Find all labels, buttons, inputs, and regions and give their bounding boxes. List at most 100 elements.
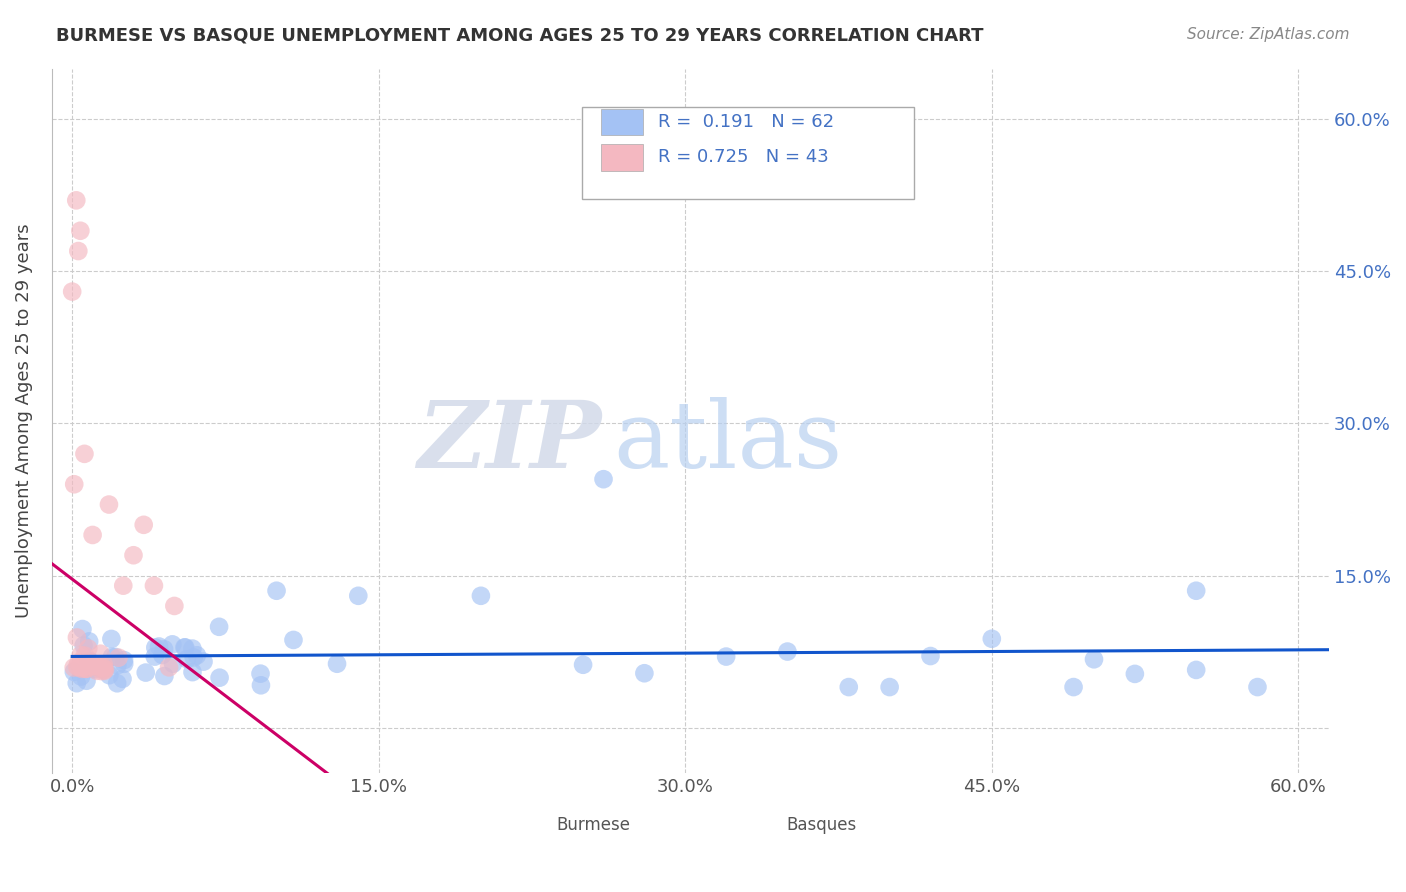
Point: [93, 661, 115, 675]
Point: [174, 640, 197, 655]
Point: [592, 472, 614, 486]
Point: [148, 640, 170, 654]
Point: [714, 649, 737, 664]
Point: [93, 657, 115, 672]
Point: [470, 589, 492, 603]
Point: [132, 517, 155, 532]
Point: [70, 669, 93, 683]
Text: R = 0.725   N = 43: R = 0.725 N = 43: [658, 148, 830, 166]
Point: [143, 649, 166, 664]
Point: [66, 676, 89, 690]
Point: [60, 285, 83, 299]
Point: [80, 659, 103, 673]
Point: [83, 662, 105, 676]
FancyBboxPatch shape: [512, 815, 544, 833]
FancyBboxPatch shape: [600, 144, 643, 170]
Point: [79, 654, 101, 668]
Point: [122, 548, 145, 562]
Point: [90, 664, 112, 678]
Point: [105, 658, 128, 673]
Point: [143, 640, 166, 655]
Point: [93, 664, 115, 678]
Point: [1083, 652, 1105, 666]
Point: [776, 644, 799, 658]
Point: [283, 632, 305, 647]
Point: [73, 648, 96, 663]
Point: [1185, 583, 1208, 598]
Point: [173, 640, 195, 655]
Point: [75, 662, 97, 676]
Point: [112, 657, 135, 671]
Point: [98, 668, 121, 682]
Point: [838, 680, 860, 694]
Point: [1063, 680, 1085, 694]
Point: [181, 665, 204, 680]
FancyBboxPatch shape: [582, 107, 914, 199]
Point: [1246, 680, 1268, 694]
Point: [89, 659, 111, 673]
Point: [1123, 666, 1146, 681]
Point: [153, 642, 176, 657]
Point: [250, 678, 273, 692]
Point: [157, 660, 180, 674]
Point: [879, 680, 901, 694]
Point: [75, 662, 97, 676]
Point: [104, 649, 127, 664]
Point: [90, 662, 112, 676]
Point: [94, 663, 117, 677]
Point: [67, 244, 90, 258]
Point: [153, 669, 176, 683]
Point: [100, 632, 122, 646]
Point: [181, 641, 204, 656]
Point: [347, 589, 370, 603]
Point: [77, 641, 100, 656]
FancyBboxPatch shape: [741, 815, 773, 833]
Point: [176, 652, 198, 666]
Point: [105, 676, 128, 690]
Point: [208, 671, 231, 685]
Point: [112, 653, 135, 667]
Point: [72, 639, 94, 653]
Point: [69, 660, 91, 674]
Point: [65, 194, 87, 208]
Text: Basques: Basques: [786, 815, 856, 834]
Point: [72, 622, 94, 636]
Point: [86, 659, 108, 673]
Y-axis label: Unemployment Among Ages 25 to 29 years: Unemployment Among Ages 25 to 29 years: [15, 224, 32, 618]
Point: [86, 664, 108, 678]
Point: [80, 659, 103, 673]
Point: [980, 632, 1002, 646]
Point: [920, 648, 942, 663]
Point: [112, 579, 135, 593]
Point: [63, 665, 86, 679]
Point: [73, 447, 96, 461]
Text: ZIP: ZIP: [416, 397, 600, 487]
Point: [142, 579, 165, 593]
Point: [72, 657, 94, 671]
Point: [77, 654, 100, 668]
Point: [72, 660, 94, 674]
Point: [111, 672, 134, 686]
Point: [150, 648, 173, 662]
Point: [63, 477, 86, 491]
Point: [249, 666, 271, 681]
Point: [66, 631, 89, 645]
Point: [572, 657, 595, 672]
Point: [633, 666, 655, 681]
Point: [82, 528, 104, 542]
Text: BURMESE VS BASQUE UNEMPLOYMENT AMONG AGES 25 TO 29 YEARS CORRELATION CHART: BURMESE VS BASQUE UNEMPLOYMENT AMONG AGE…: [56, 27, 984, 45]
Point: [1185, 663, 1208, 677]
Point: [193, 655, 215, 669]
Point: [163, 599, 186, 613]
Point: [162, 657, 184, 671]
Point: [101, 649, 124, 664]
Point: [186, 648, 208, 663]
Text: R =  0.191   N = 62: R = 0.191 N = 62: [658, 113, 835, 131]
Text: atlas: atlas: [614, 397, 844, 487]
Point: [266, 583, 288, 598]
FancyBboxPatch shape: [600, 109, 643, 136]
Point: [89, 647, 111, 661]
Point: [77, 634, 100, 648]
Point: [80, 657, 103, 672]
Text: Source: ZipAtlas.com: Source: ZipAtlas.com: [1187, 27, 1350, 42]
